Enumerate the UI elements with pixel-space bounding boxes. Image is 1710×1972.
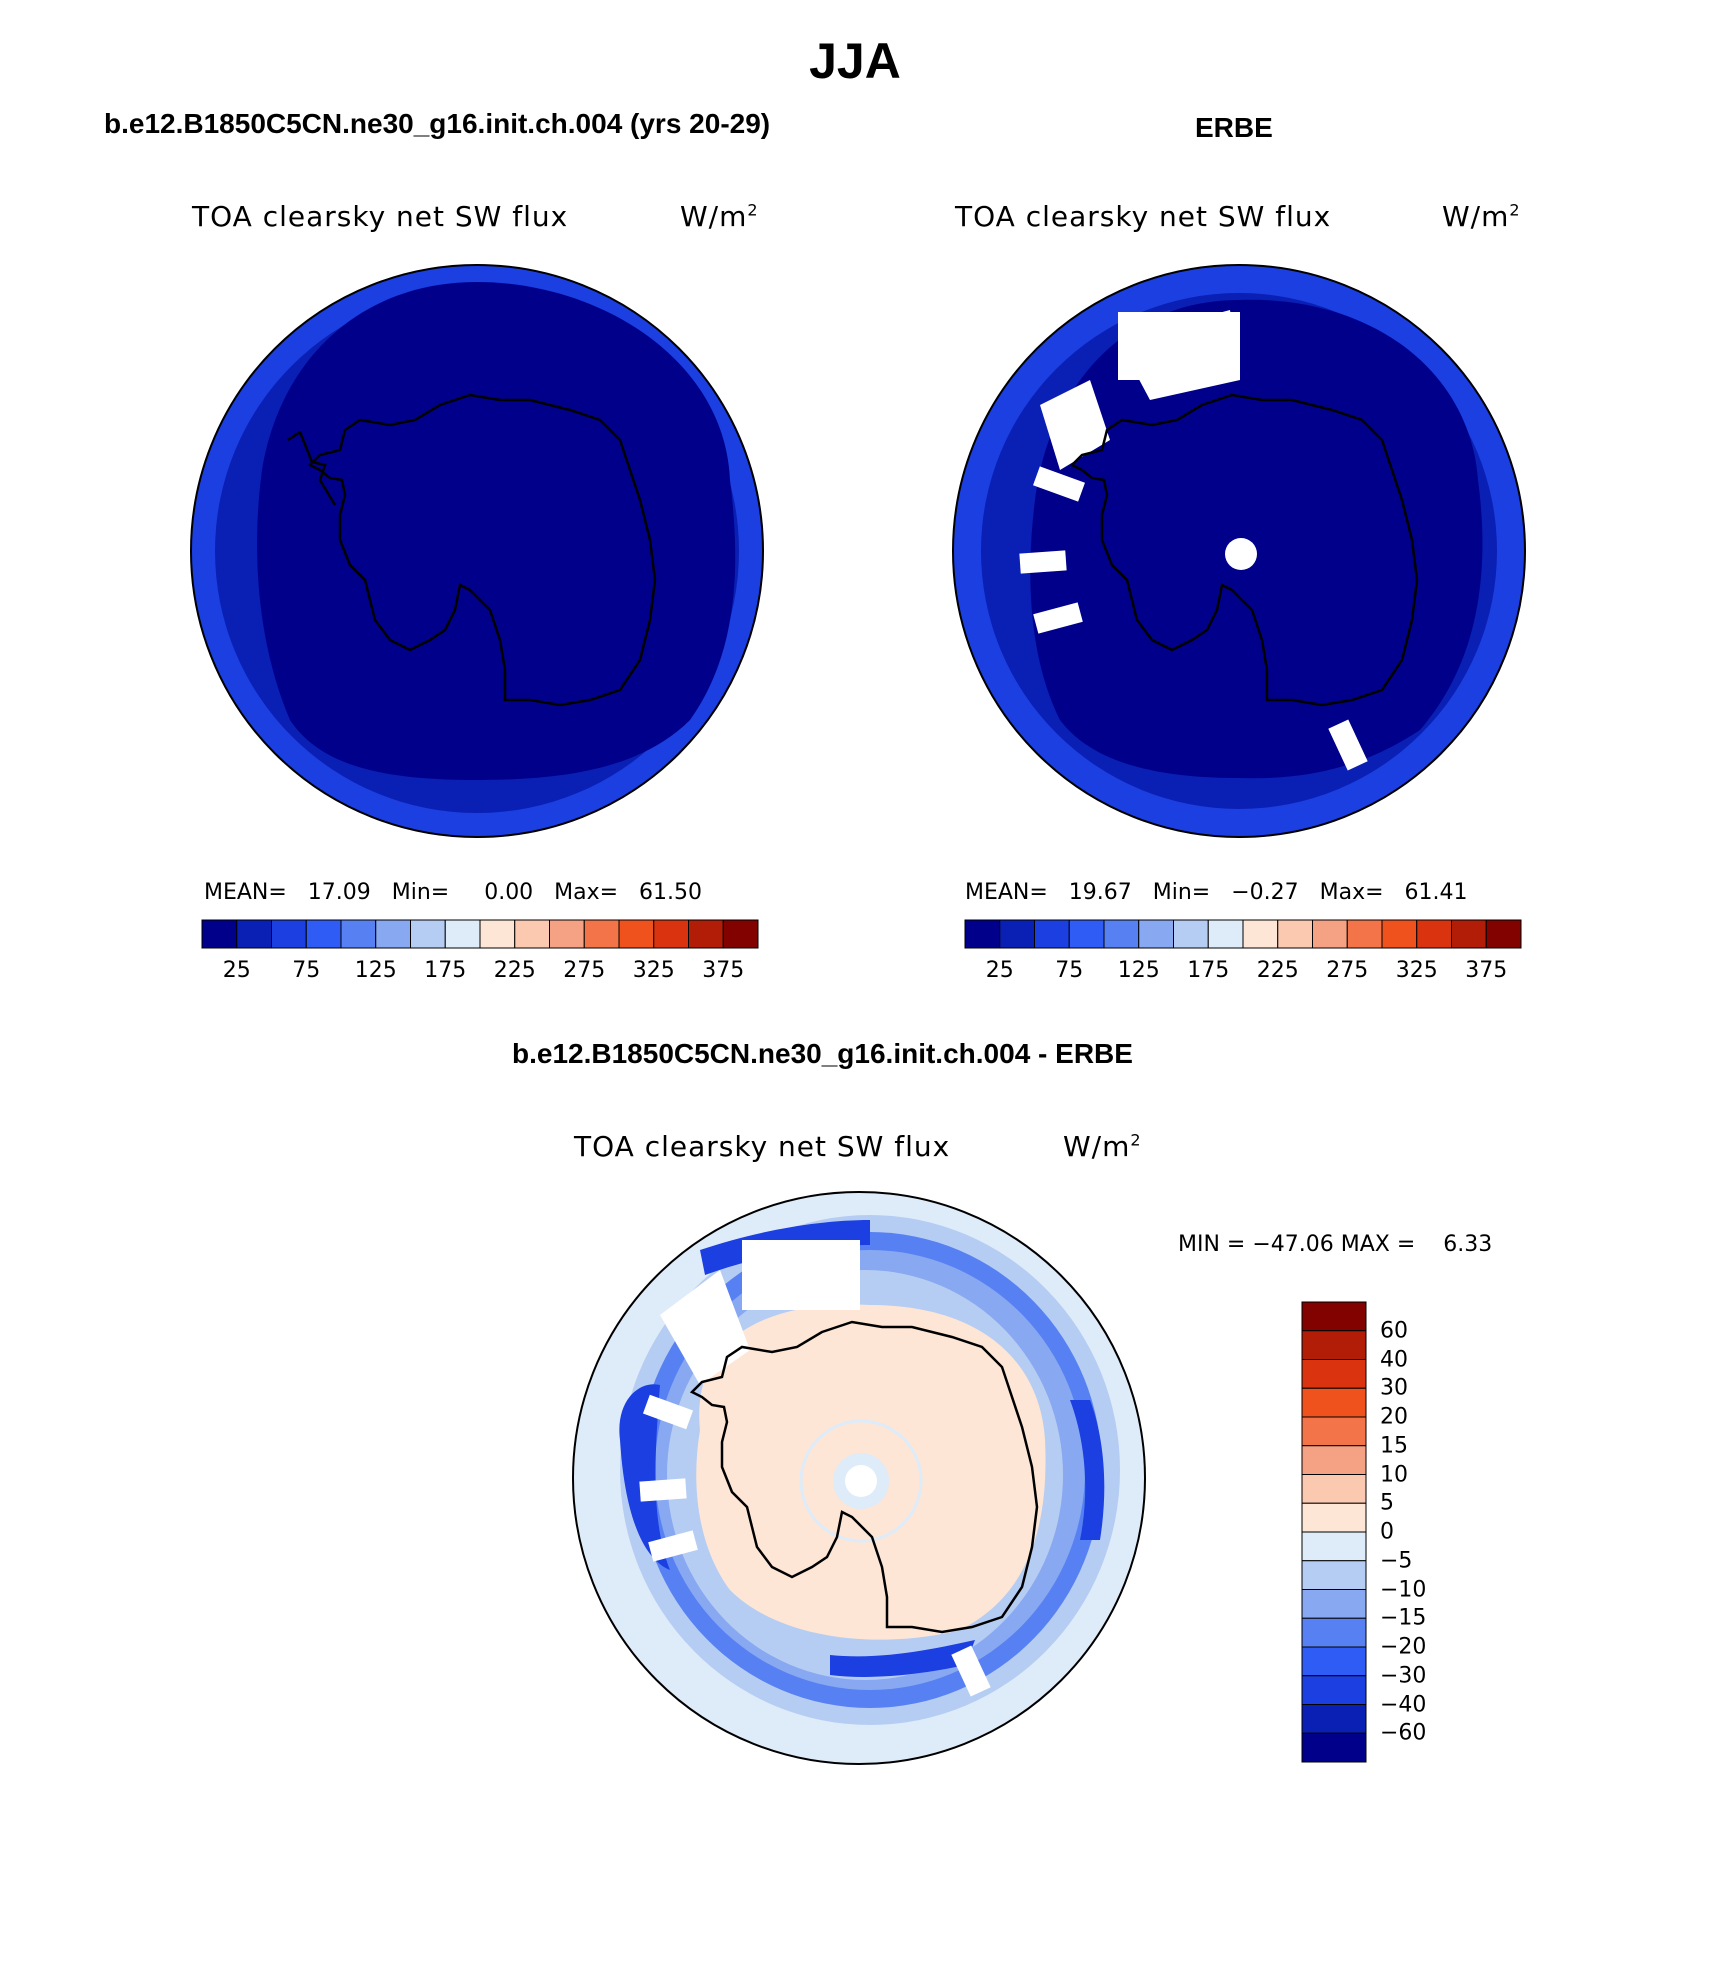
difference-heading: b.e12.B1850C5CN.ne30_g16.init.ch.004 - E… (512, 1038, 1133, 1069)
model-colorbar-tick-label: 175 (424, 958, 467, 983)
model-units-label: W/m2 (680, 200, 759, 233)
model-stats: MEAN= 17.09 Min= 0.00 Max= 61.50 (204, 880, 703, 905)
obs-colorbar-swatch (1138, 919, 1174, 949)
model-colorbar-tick-label: 75 (292, 958, 321, 983)
obs-colorbar-swatch (1312, 919, 1348, 949)
model-colorbar-swatch (410, 919, 446, 949)
obs-colorbar-swatch (1485, 919, 1522, 949)
obs-colorbar-swatch (1034, 919, 1070, 949)
difference-colorbar-swatch (1301, 1359, 1367, 1389)
obs-colorbar-swatch (1346, 919, 1383, 949)
obs-colorbar-tick-label: 225 (1256, 958, 1299, 983)
difference-colorbar-tick-label: 30 (1380, 1375, 1408, 1401)
model-colorbar-swatch (444, 919, 481, 949)
difference-colorbar-tick-label: 0 (1380, 1519, 1394, 1545)
difference-colorbar-swatch (1301, 1560, 1367, 1590)
difference-colorbar-swatch (1301, 1675, 1367, 1705)
difference-colorbar-swatch (1301, 1301, 1367, 1332)
difference-colorbar-swatch (1301, 1646, 1367, 1677)
model-colorbar-tick-label: 225 (493, 958, 536, 983)
model-colorbar-labels: 25 75 125 175 225 275 325 375 (202, 958, 758, 988)
difference-colorbar-tick-label: −5 (1380, 1548, 1413, 1574)
obs-colorbar-tick-label: 25 (985, 958, 1014, 983)
figure-title: JJA (809, 33, 901, 89)
difference-colorbar-swatch (1301, 1387, 1367, 1418)
difference-colorbar-swatch (1301, 1474, 1367, 1504)
difference-colorbar-tick-label: −60 (1380, 1720, 1427, 1746)
obs-colorbar-tick-label: 175 (1187, 958, 1230, 983)
difference-colorbar-tick-label: −15 (1380, 1605, 1427, 1631)
difference-colorbar-swatch (1301, 1416, 1367, 1447)
obs-colorbar-swatch (1277, 919, 1313, 949)
difference-colorbar-labels: 60 40 30 20 15 10 5 0 −5 −10 −15 −20 −30 −40 −60 (1380, 1302, 1460, 1762)
model-colorbar-tick-label: 275 (563, 958, 606, 983)
difference-colorbar-swatch (1301, 1732, 1367, 1763)
model-colorbar (201, 919, 759, 949)
model-colorbar-swatch (236, 919, 272, 949)
obs-colorbar-swatch (1103, 919, 1140, 949)
difference-colorbar-tick-label: −40 (1380, 1692, 1427, 1717)
difference-minmax: MIN = −47.06 MAX = 6.33 (1178, 1232, 1493, 1257)
obs-colorbar-swatch (1207, 919, 1244, 949)
difference-colorbar-tick-label: 40 (1380, 1347, 1408, 1372)
model-colorbar-swatch (688, 919, 724, 949)
model-colorbar-swatch (375, 919, 411, 949)
difference-colorbar-tick-label: 60 (1380, 1318, 1408, 1344)
model-colorbar-swatch (653, 919, 689, 949)
model-variable-label: TOA clearsky net SW flux (192, 200, 569, 233)
obs-colorbar-tick-label: 275 (1326, 958, 1369, 983)
obs-colorbar-swatch (1068, 919, 1105, 949)
model-colorbar-tick-label: 125 (354, 958, 397, 983)
difference-colorbar-swatch (1301, 1445, 1367, 1475)
model-colorbar-swatch (271, 919, 307, 949)
difference-colorbar-tick-label: 20 (1380, 1404, 1408, 1430)
model-colorbar-tick-label: 375 (702, 958, 745, 983)
difference-colorbar-swatch (1301, 1704, 1367, 1734)
difference-colorbar-tick-label: 15 (1380, 1433, 1408, 1459)
obs-colorbar-tick-label: 125 (1117, 958, 1160, 983)
model-colorbar-swatch (479, 919, 516, 949)
obs-colorbar-swatch (1451, 919, 1487, 949)
difference-colorbar-swatch (1301, 1330, 1367, 1360)
obs-colorbar-tick-label: 375 (1465, 958, 1508, 983)
model-colorbar-swatch (549, 919, 585, 949)
obs-units-label: W/m2 (1442, 200, 1521, 233)
obs-variable-label: TOA clearsky net SW flux (955, 200, 1332, 233)
obs-colorbar-tick-label: 75 (1055, 958, 1084, 983)
difference-colorbar-swatch (1301, 1617, 1367, 1648)
difference-colorbar-tick-label: −10 (1380, 1577, 1427, 1602)
obs-colorbar-swatch (1381, 919, 1418, 949)
obs-colorbar (964, 919, 1522, 949)
obs-colorbar-labels: 25 75 125 175 225 275 325 375 (965, 958, 1521, 988)
difference-colorbar-swatch (1301, 1589, 1367, 1619)
difference-colorbar-tick-label: −20 (1380, 1634, 1427, 1660)
obs-panel-heading: ERBE (1195, 112, 1273, 143)
obs-colorbar-swatch (964, 919, 1001, 949)
obs-colorbar-swatch (1242, 919, 1279, 949)
difference-variable-label: TOA clearsky net SW flux (574, 1130, 951, 1163)
obs-colorbar-tick-label: 325 (1395, 958, 1438, 983)
model-colorbar-swatch (583, 919, 620, 949)
difference-colorbar-tick-label: 5 (1380, 1490, 1394, 1516)
model-colorbar-swatch (618, 919, 655, 949)
model-colorbar-swatch (514, 919, 550, 949)
difference-colorbar-tick-label: 10 (1380, 1462, 1408, 1487)
obs-colorbar-swatch (1173, 919, 1209, 949)
model-colorbar-swatch (305, 919, 342, 949)
difference-colorbar-swatch (1301, 1502, 1367, 1533)
model-panel-heading: b.e12.B1850C5CN.ne30_g16.init.ch.004 (yr… (104, 108, 771, 139)
model-colorbar-tick-label: 25 (222, 958, 251, 983)
antarctica-coastline (307, 393, 657, 707)
difference-colorbar (1301, 1301, 1367, 1763)
model-colorbar-tick-label: 325 (632, 958, 675, 983)
obs-stats: MEAN= 19.67 Min= −0.27 Max= 61.41 (965, 880, 1468, 905)
model-colorbar-swatch (340, 919, 377, 949)
model-colorbar-swatch (201, 919, 238, 949)
obs-colorbar-swatch (999, 919, 1035, 949)
difference-units-label: W/m2 (1063, 1130, 1142, 1163)
difference-colorbar-tick-label: −30 (1380, 1663, 1427, 1689)
difference-colorbar-swatch (1301, 1531, 1367, 1562)
model-colorbar-swatch (722, 919, 759, 949)
obs-colorbar-swatch (1416, 919, 1452, 949)
